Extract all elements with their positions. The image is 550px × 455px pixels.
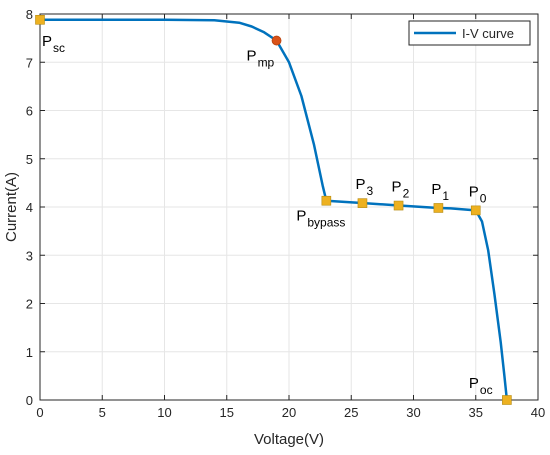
y-tick-label: 0 — [26, 393, 33, 408]
point-label: Poc — [469, 375, 493, 397]
legend-label: I-V curve — [462, 26, 514, 41]
marker-point-square — [321, 195, 332, 206]
point-label: Pmp — [247, 48, 275, 70]
point-label: P1 — [431, 181, 449, 203]
point-label: P0 — [469, 183, 487, 205]
marker-point-square — [470, 205, 481, 216]
x-tick-label: 20 — [282, 405, 296, 420]
y-tick-label: 7 — [26, 55, 33, 70]
x-tick-label: 5 — [99, 405, 106, 420]
marker-point-square — [357, 198, 368, 208]
x-tick-label: 15 — [220, 405, 234, 420]
marker-point-circle — [271, 35, 282, 46]
y-tick-label: 8 — [26, 7, 33, 22]
y-tick-label: 5 — [26, 152, 33, 167]
y-tick-label: 3 — [26, 248, 33, 263]
point-label: P3 — [355, 176, 373, 198]
marker-point-square — [393, 200, 404, 211]
x-tick-label: 10 — [157, 405, 171, 420]
legend: I-V curve — [408, 20, 531, 46]
x-axis-label: Voltage(V) — [254, 431, 324, 448]
point-label: Psc — [42, 33, 65, 55]
x-tick-label: 25 — [344, 405, 358, 420]
y-tick-label: 4 — [26, 200, 33, 215]
x-tick-label: 30 — [406, 405, 420, 420]
x-tick-label: 40 — [531, 405, 545, 420]
point-label: Pbypass — [296, 208, 345, 230]
y-tick-label: 6 — [26, 104, 33, 119]
marker-point-square — [433, 203, 444, 213]
marker-point-square — [502, 395, 512, 405]
y-tick-label: 2 — [26, 297, 33, 312]
x-tick-label: 0 — [36, 405, 43, 420]
point-label: P2 — [392, 179, 410, 201]
y-tick-label: 1 — [26, 345, 33, 360]
x-tick-label: 35 — [469, 405, 483, 420]
y-axis-label: Current(A) — [3, 172, 20, 242]
marker-point-square — [35, 14, 45, 25]
